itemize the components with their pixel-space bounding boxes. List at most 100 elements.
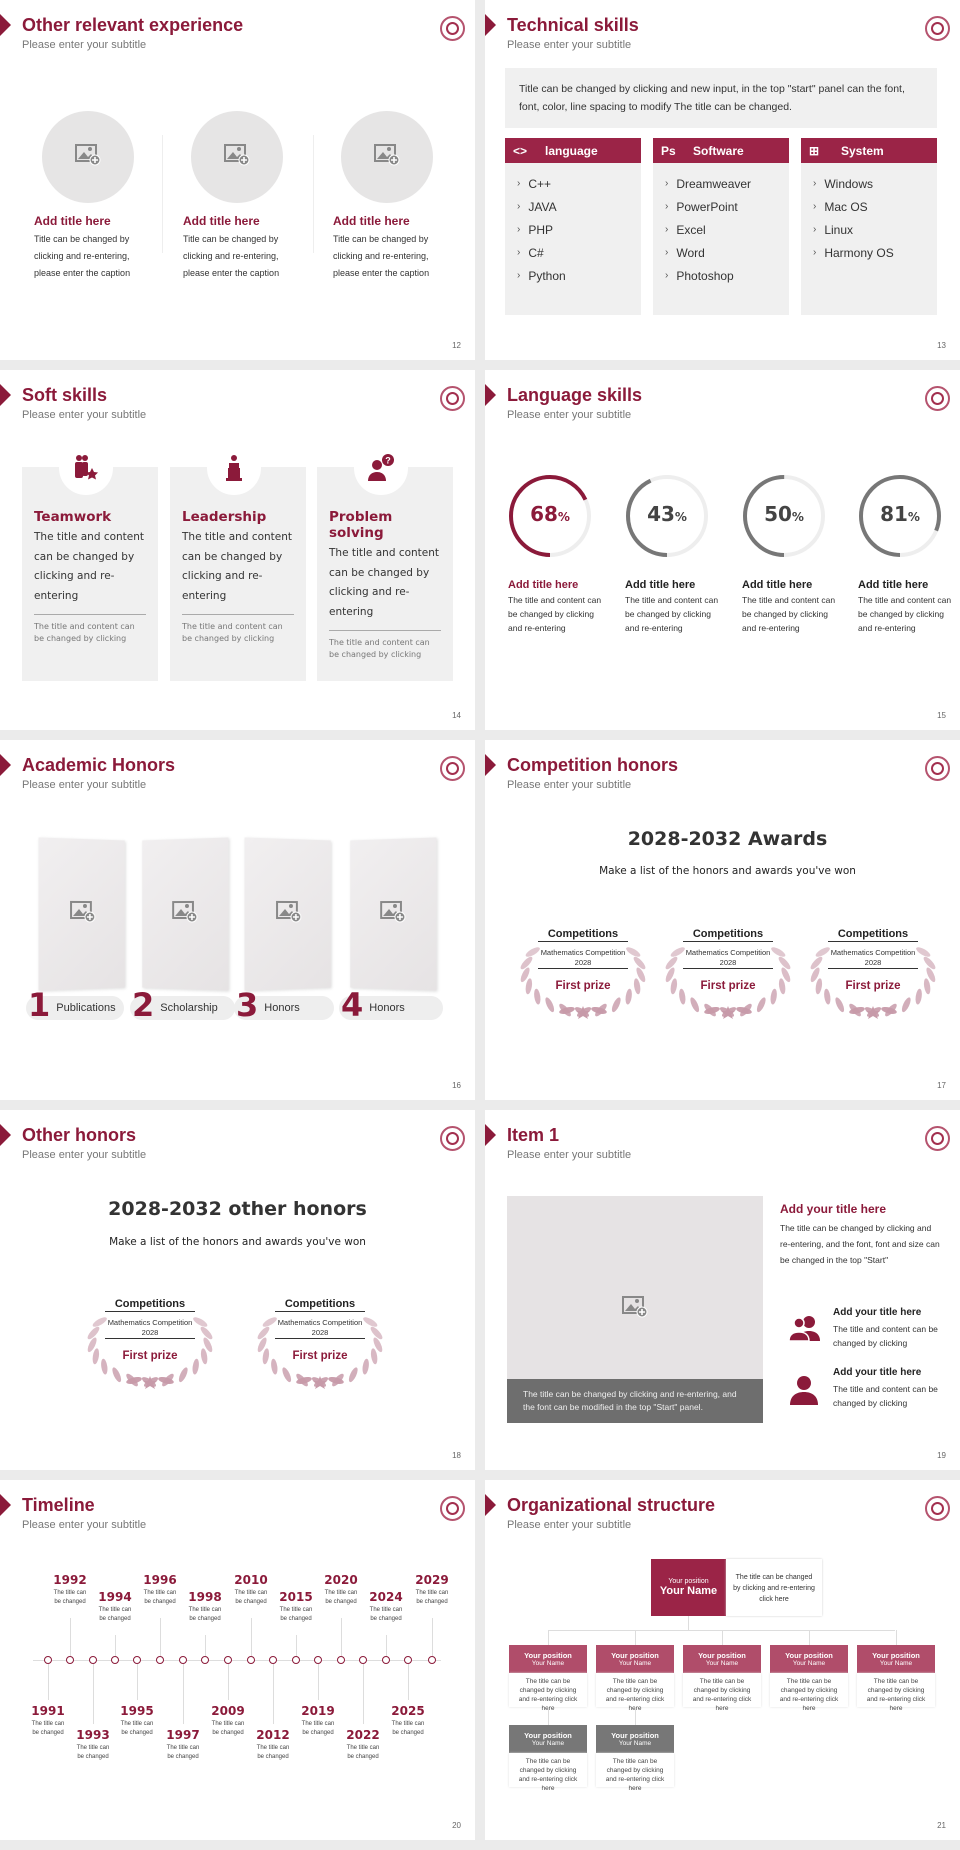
timeline-year: 2009 <box>203 1704 253 1718</box>
page-number: 16 <box>452 1081 461 1090</box>
title-arrow-icon <box>485 1494 496 1516</box>
slide-14[interactable]: Soft skills Please enter your subtitle 14 T… <box>0 370 475 730</box>
org-box[interactable]: Your position Your Name <box>509 1645 587 1673</box>
item-caption-line: clicking and re-entering, <box>34 248 164 265</box>
timeline-text: The title can be changed <box>163 1744 203 1762</box>
skill-item: Harmony OS <box>801 241 937 264</box>
timeline-node[interactable] <box>382 1656 390 1664</box>
timeline-node[interactable] <box>247 1656 255 1664</box>
timeline-node[interactable] <box>133 1656 141 1664</box>
timeline-node[interactable] <box>359 1656 367 1664</box>
item-block: Add title here Title can be changed by cli… <box>34 214 164 282</box>
timeline-node[interactable] <box>269 1656 277 1664</box>
timeline-node[interactable] <box>111 1656 119 1664</box>
logo-inner-ring <box>446 762 459 775</box>
timeline-node[interactable] <box>404 1656 412 1664</box>
timeline-node[interactable] <box>428 1656 436 1664</box>
image-placeholder[interactable]: The title can be changed by clicking and… <box>507 1196 763 1423</box>
skill-card: Problem solving The title and content can… <box>317 467 453 681</box>
percent-unit: % <box>908 510 920 524</box>
award-event: Mathematics Competition <box>813 948 933 957</box>
language-block: Add title here The title and content can … <box>625 579 720 635</box>
timeline-connector <box>251 1618 252 1656</box>
timeline-node[interactable] <box>337 1656 345 1664</box>
org-name: Your Name <box>651 1585 726 1597</box>
image-placeholder[interactable] <box>42 111 134 203</box>
org-connector <box>896 1630 897 1645</box>
timeline-node[interactable] <box>89 1656 97 1664</box>
org-box-text: The title can be changed by clicking and… <box>596 1753 674 1787</box>
timeline-connector <box>386 1635 387 1656</box>
item-caption-line: Title can be changed by <box>183 231 313 248</box>
slide-18[interactable]: Other honors Please enter your subtitle 18… <box>0 1110 475 1470</box>
slide-subtitle: Please enter your subtitle <box>507 779 631 791</box>
org-connector <box>635 1707 636 1725</box>
slide-13[interactable]: Technical skills Please enter your subtit… <box>485 0 960 360</box>
org-box[interactable]: Your position Your Name <box>596 1725 674 1753</box>
progress-ring: 50% <box>742 474 826 558</box>
image-placeholder[interactable] <box>341 111 433 203</box>
org-box[interactable]: Your position Your Name <box>596 1645 674 1673</box>
language-title: Add title here <box>858 579 953 591</box>
card-title: Problem solving <box>329 509 441 541</box>
image-add-icon <box>374 144 400 171</box>
language-block: Add title here The title and content can … <box>508 579 603 635</box>
logo-inner-ring <box>446 1502 459 1515</box>
title-arrow-icon <box>0 384 11 406</box>
slide-15[interactable]: Language skills Please enter your subtitl… <box>485 370 960 730</box>
timeline-year: 1994 <box>90 1590 140 1604</box>
slide-19[interactable]: Item 1 Please enter your subtitle 19 The ti… <box>485 1110 960 1470</box>
card-title: Leadership <box>182 509 294 525</box>
timeline-year: 1995 <box>112 1704 162 1718</box>
timeline-node[interactable] <box>44 1656 52 1664</box>
award-year: 2028 <box>538 958 628 969</box>
percent-unit: % <box>792 510 804 524</box>
timeline-node[interactable] <box>314 1656 322 1664</box>
image-placeholder[interactable] <box>142 837 228 990</box>
org-box[interactable]: Your position Your Name <box>509 1725 587 1753</box>
award-title: Competitions <box>105 1298 195 1312</box>
slide-21[interactable]: Organizational structure Please enter you… <box>485 1480 960 1840</box>
timeline-node[interactable] <box>201 1656 209 1664</box>
slide-17[interactable]: Competition honors Please enter your subt… <box>485 740 960 1100</box>
university-logo-icon <box>925 1126 950 1151</box>
org-box-text: The title can be changed by clicking and… <box>509 1673 587 1707</box>
slide-16[interactable]: Academic Honors Please enter your subtitl… <box>0 740 475 1100</box>
org-box[interactable]: Your position Your Name <box>683 1645 761 1673</box>
org-box[interactable]: Your position Your Name <box>857 1645 935 1673</box>
slide-subtitle: Please enter your subtitle <box>22 1149 146 1161</box>
org-position: Your position <box>509 1651 587 1660</box>
timeline-node[interactable] <box>224 1656 232 1664</box>
photoshop-icon: Ps <box>661 144 683 158</box>
timeline-text: The title can be changed <box>95 1606 135 1624</box>
org-box[interactable]: Your position Your Name <box>770 1645 848 1673</box>
org-top-box[interactable]: Your position Your Name <box>651 1559 726 1616</box>
award-title: Competitions <box>828 928 918 942</box>
slide-12[interactable]: Other relevant experience Please enter yo… <box>0 0 475 360</box>
timeline-text: The title can be changed <box>28 1720 68 1738</box>
slide-subtitle: Please enter your subtitle <box>507 1149 631 1161</box>
image-placeholder[interactable] <box>39 837 125 990</box>
timeline-node[interactable] <box>156 1656 164 1664</box>
image-placeholder[interactable] <box>245 837 331 990</box>
timeline-node[interactable] <box>66 1656 74 1664</box>
image-placeholder[interactable] <box>350 837 436 990</box>
timeline-text: The title can be changed <box>412 1589 452 1607</box>
timeline-node[interactable] <box>179 1656 187 1664</box>
logo-inner-ring <box>446 22 459 35</box>
logo-inner-ring <box>446 1132 459 1145</box>
timeline-node[interactable] <box>292 1656 300 1664</box>
timeline-connector <box>48 1664 49 1700</box>
code-icon: <> <box>513 144 535 158</box>
slide-20[interactable]: Timeline Please enter your subtitle 20 1991… <box>0 1480 475 1840</box>
honor-number: 2 <box>132 986 154 1024</box>
slide-title: Timeline <box>22 1495 95 1516</box>
image-placeholder[interactable] <box>191 111 283 203</box>
timeline-text: The title can be changed <box>321 1589 361 1607</box>
org-name: Your Name <box>857 1660 935 1667</box>
percent-unit: % <box>558 510 570 524</box>
timeline-year: 2015 <box>271 1590 321 1604</box>
point-title: Add your title here <box>833 1307 921 1318</box>
ring-value: 68% <box>508 502 592 526</box>
page-number: 12 <box>452 341 461 350</box>
